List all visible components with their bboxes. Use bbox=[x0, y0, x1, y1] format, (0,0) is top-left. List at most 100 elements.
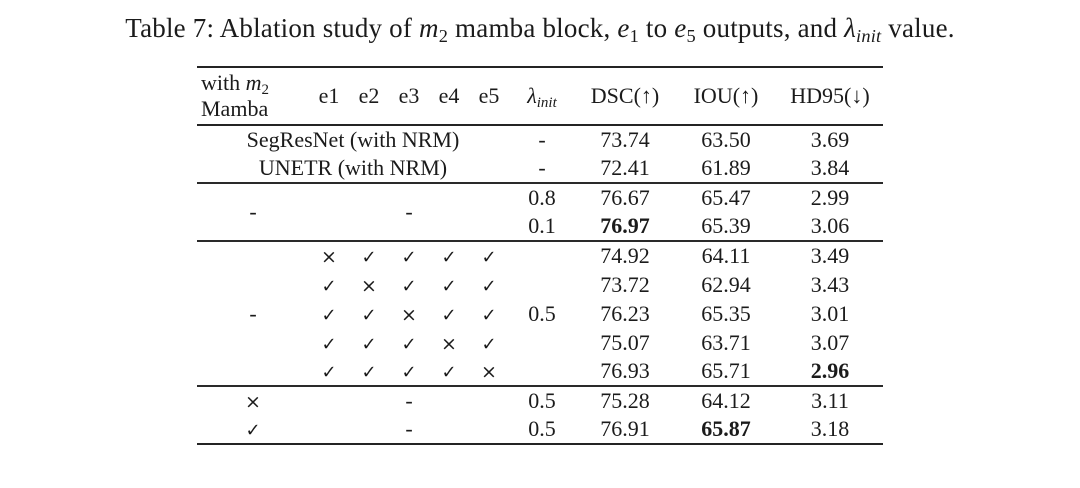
baseline-model-label: UNETR (with NRM) bbox=[258, 155, 448, 180]
dsc-cell: 76.23 bbox=[600, 300, 650, 326]
e3-mark: ✓ bbox=[389, 270, 429, 299]
check-icon: ✓ bbox=[441, 247, 457, 268]
check-icon: ✓ bbox=[401, 333, 417, 355]
check-icon: ✓ bbox=[481, 333, 497, 355]
e4-mark: ✓ bbox=[429, 357, 469, 386]
e2-mark: ✓ bbox=[349, 328, 389, 357]
check-icon: ✓ bbox=[321, 362, 337, 383]
check-icon: ✓ bbox=[361, 333, 377, 355]
e5-mark: × bbox=[469, 357, 509, 386]
header-e3: e3 bbox=[389, 67, 429, 126]
iou-cell: 65.35 bbox=[701, 300, 751, 326]
e4-mark: ✓ bbox=[429, 299, 469, 328]
e4-mark: ✓ bbox=[429, 270, 469, 299]
section-lambda-ablation: - - 0.8 76.67 65.47 2.99 0.1 76.97 65.39… bbox=[197, 183, 883, 241]
table-row: UNETR (with NRM) - 72.41 61.89 3.84 bbox=[197, 154, 883, 183]
e3-mark: × bbox=[389, 299, 429, 328]
hd95-cell: 3.01 bbox=[810, 300, 850, 326]
header-hd95: HD95(↓) bbox=[777, 67, 883, 126]
e2-mark: × bbox=[349, 270, 389, 299]
e-span-cell: - bbox=[405, 199, 413, 224]
mamba-cell: ✓ bbox=[197, 415, 309, 444]
lambda-cell: 0.1 bbox=[528, 213, 556, 238]
e2-mark: ✓ bbox=[349, 299, 389, 328]
hd95-cell: 3.49 bbox=[810, 243, 850, 268]
iou-cell: 64.11 bbox=[701, 243, 751, 268]
e2-mark: ✓ bbox=[349, 357, 389, 386]
iou-cell: 63.71 bbox=[701, 329, 751, 355]
check-icon: ✓ bbox=[481, 304, 497, 326]
check-icon: ✓ bbox=[245, 420, 261, 441]
header-lambda-init: λinit bbox=[509, 67, 575, 126]
table-row: - - 0.8 76.67 65.47 2.99 bbox=[197, 183, 883, 224]
dsc-cell: 75.07 bbox=[600, 329, 650, 355]
hd95-cell: 3.43 bbox=[810, 271, 850, 297]
caption-var-lambda: λ bbox=[844, 13, 857, 43]
table-row: SegResNet (with NRM) - 73.74 63.50 3.69 bbox=[197, 125, 883, 154]
e-span-cell: - bbox=[405, 416, 413, 441]
table-row: ✓ - 0.5 76.91 65.87 3.18 bbox=[197, 415, 883, 444]
lambda-cell: 0.5 bbox=[528, 416, 556, 441]
check-icon: ✓ bbox=[401, 362, 417, 383]
cross-icon: × bbox=[361, 274, 377, 297]
cross-icon: × bbox=[245, 391, 261, 413]
e4-mark: ✓ bbox=[429, 241, 469, 270]
e-span-cell: - bbox=[405, 388, 413, 413]
table-row: ✓ ✓ ✓ × ✓ 75.07 63.71 3.07 bbox=[197, 328, 883, 357]
hd95-cell: 3.69 bbox=[810, 127, 850, 152]
baseline-model-label: SegResNet (with NRM) bbox=[246, 127, 460, 152]
mamba-cell: - bbox=[249, 199, 257, 224]
header-e4: e4 bbox=[429, 67, 469, 126]
table-row: - × ✓ ✓ ✓ ✓ 0.5 74.92 64.11 3.49 bbox=[197, 241, 883, 326]
e5-mark: ✓ bbox=[469, 328, 509, 357]
cross-icon: × bbox=[481, 361, 497, 383]
dsc-cell: 72.41 bbox=[600, 155, 650, 180]
check-icon: ✓ bbox=[361, 304, 377, 326]
lambda-cell: 0.8 bbox=[528, 185, 556, 210]
iou-cell: 65.71 bbox=[701, 358, 751, 383]
header-with-mamba: with m2 Mamba bbox=[197, 67, 309, 126]
e1-mark: × bbox=[309, 241, 349, 270]
cross-icon: × bbox=[401, 303, 417, 326]
lambda-cell: 0.5 bbox=[528, 388, 556, 413]
e5-mark: ✓ bbox=[469, 270, 509, 299]
header-e2: e2 bbox=[349, 67, 389, 126]
dsc-cell: 76.93 bbox=[600, 358, 650, 383]
iou-cell: 63.50 bbox=[701, 127, 751, 152]
header-dsc: DSC(↑) bbox=[575, 67, 675, 126]
iou-cell: 62.94 bbox=[701, 271, 751, 297]
iou-cell: 61.89 bbox=[701, 155, 751, 180]
caption-var-e5: e bbox=[674, 13, 687, 43]
check-icon: ✓ bbox=[441, 304, 457, 326]
e1-mark: ✓ bbox=[309, 357, 349, 386]
iou-cell: 64.12 bbox=[701, 388, 751, 413]
header-iou: IOU(↑) bbox=[675, 67, 777, 126]
e5-mark: ✓ bbox=[469, 299, 509, 328]
cross-icon: × bbox=[441, 332, 457, 355]
dsc-cell-best: 76.97 bbox=[600, 213, 650, 238]
e1-mark: ✓ bbox=[309, 299, 349, 328]
caption-sub-2: 2 bbox=[438, 26, 449, 47]
header-e1: e1 bbox=[309, 67, 349, 126]
e2-mark: ✓ bbox=[349, 241, 389, 270]
check-icon: ✓ bbox=[321, 275, 337, 297]
check-icon: ✓ bbox=[481, 247, 497, 268]
hd95-cell: 3.84 bbox=[810, 155, 850, 180]
e1-mark: ✓ bbox=[309, 328, 349, 357]
table-row: 0.1 76.97 65.39 3.06 bbox=[197, 212, 883, 241]
hd95-cell: 3.07 bbox=[810, 329, 850, 355]
dsc-cell: 75.28 bbox=[600, 388, 650, 413]
header-row: with m2 Mamba e1 e2 e3 e4 e5 λinit DSC(↑)… bbox=[197, 67, 883, 126]
check-icon: ✓ bbox=[401, 247, 417, 268]
hd95-cell-best: 2.96 bbox=[810, 358, 850, 383]
dsc-cell: 74.92 bbox=[600, 243, 650, 268]
lambda-cell: - bbox=[538, 155, 546, 180]
hd95-cell: 3.06 bbox=[810, 213, 850, 238]
check-icon: ✓ bbox=[361, 247, 377, 268]
section-baselines: SegResNet (with NRM) - 73.74 63.50 3.69 … bbox=[197, 125, 883, 183]
table-row: ✓ ✓ ✓ ✓ × 76.93 65.71 2.96 bbox=[197, 357, 883, 386]
e3-mark: ✓ bbox=[389, 241, 429, 270]
lambda-cell: - bbox=[538, 127, 546, 152]
section-encoder-ablation: - × ✓ ✓ ✓ ✓ 0.5 74.92 64.11 3.49 ✓ × ✓ ✓… bbox=[197, 241, 883, 386]
e3-mark: ✓ bbox=[389, 357, 429, 386]
